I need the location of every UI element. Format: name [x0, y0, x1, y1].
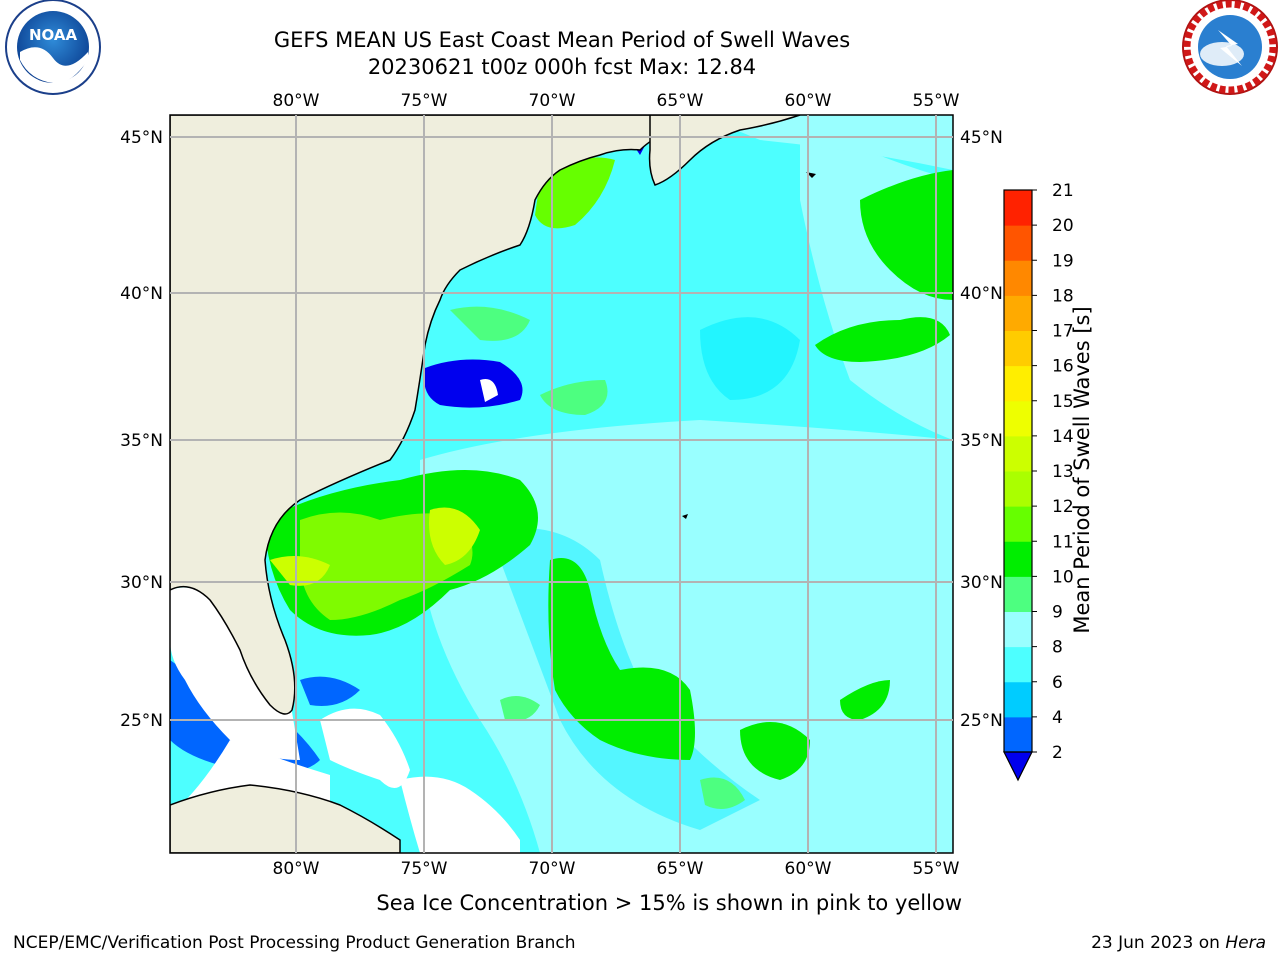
graticule	[170, 115, 953, 853]
cuba	[170, 784, 401, 853]
colorbar-swatch	[1004, 295, 1032, 331]
chart-subtitle: 20230621 t00z 000h fcst Max: 12.84	[367, 55, 757, 79]
colorbar-tick-label: 11	[1052, 532, 1074, 552]
colorbar-swatch	[1004, 435, 1032, 472]
lon-tick-label: 70°W	[529, 859, 576, 879]
lon-labels-bottom: 80°W 75°W 70°W 65°W 60°W 55°W	[273, 859, 960, 879]
nws-logo	[1182, 0, 1278, 95]
colorbar-tick-label: 14	[1052, 427, 1074, 447]
lat-tick-label: 25°N	[960, 711, 1003, 731]
colorbar-swatch	[1004, 400, 1032, 437]
colorbar-tick-label: 12	[1052, 497, 1074, 517]
date-stamp: 23 Jun 2023 on Hera	[1091, 933, 1266, 953]
colorbar-swatch	[1004, 576, 1032, 612]
colorbar-tick-label: 2	[1052, 743, 1063, 763]
nova-scotia	[648, 115, 801, 186]
lon-tick-label: 60°W	[785, 91, 832, 111]
colorbar-extend-arrow	[1003, 751, 1033, 782]
lat-tick-label: 40°N	[960, 284, 1003, 304]
chart-title: GEFS MEAN US East Coast Mean Period of S…	[273, 28, 851, 52]
lon-tick-label: 65°W	[657, 91, 704, 111]
lon-tick-label: 55°W	[913, 91, 960, 111]
lon-tick-label: 80°W	[273, 859, 320, 879]
map-frame	[169, 114, 954, 854]
machine-name: Hera	[1225, 933, 1266, 953]
map-field	[170, 115, 953, 853]
lat-tick-label: 45°N	[960, 128, 1003, 148]
sea-ice-caption: Sea Ice Concentration > 15% is shown in …	[376, 891, 962, 915]
noaa-logo: NOAA	[5, 0, 101, 95]
lon-labels-top: 80°W 75°W 70°W 65°W 60°W 55°W	[273, 91, 960, 111]
lon-tick-label: 75°W	[401, 859, 448, 879]
colorbar-swatch	[1004, 541, 1032, 577]
colorbar-tick-label: 21	[1052, 181, 1074, 201]
colorbar-tick-label: 10	[1052, 567, 1074, 587]
colorbar-swatch	[1004, 365, 1032, 402]
colorbar-swatch	[1004, 471, 1032, 507]
colorbar-tick-label: 15	[1052, 392, 1074, 412]
colorbar-label: Mean Period of Swell Waves [s]	[1070, 306, 1094, 634]
colorbar-swatch	[1004, 646, 1032, 683]
colorbar-tick-label: 20	[1052, 216, 1074, 236]
date-text: 23 Jun 2023 on	[1091, 933, 1226, 953]
lat-tick-label: 30°N	[960, 573, 1003, 593]
svg-text:NOAA: NOAA	[29, 26, 78, 44]
lat-tick-label: 35°N	[120, 431, 163, 451]
lat-tick-label: 35°N	[960, 431, 1003, 451]
colorbar-tick-label: 13	[1052, 462, 1074, 482]
colorbar-tick-label: 16	[1052, 357, 1074, 377]
colorbar-tick-label: 6	[1052, 673, 1063, 693]
lat-tick-label: 30°N	[120, 573, 163, 593]
colorbar-swatch	[1004, 611, 1032, 648]
colorbar-tick-label: 18	[1052, 286, 1074, 306]
colorbar: 2 4 6 8 9 10 11 12 13 14 15 16 17 18 19 20 21	[1003, 181, 1074, 782]
colorbar-swatch	[1004, 716, 1032, 753]
lon-tick-label: 55°W	[913, 859, 960, 879]
colorbar-swatch	[1004, 330, 1032, 367]
colorbar-swatch	[1004, 190, 1032, 226]
lon-tick-label: 65°W	[657, 859, 704, 879]
colorbar-swatch	[1004, 260, 1032, 296]
colorbar-tick-label: 19	[1052, 251, 1074, 271]
lon-tick-label: 60°W	[785, 859, 832, 879]
lat-tick-label: 25°N	[120, 711, 163, 731]
colorbar-tick-label: 17	[1052, 322, 1074, 342]
colorbar-tick-label: 9	[1052, 603, 1063, 623]
band-gulf-maine	[535, 157, 615, 229]
colorbar-tick-label: 4	[1052, 708, 1063, 728]
band-ne	[860, 170, 953, 300]
lon-tick-label: 80°W	[273, 91, 320, 111]
lat-labels-left: 45°N 40°N 35°N 30°N 25°N	[120, 128, 163, 731]
band-8-9	[420, 420, 953, 853]
lat-labels-right: 45°N 40°N 35°N 30°N 25°N	[960, 128, 1003, 731]
colorbar-swatch	[1004, 681, 1032, 718]
us-east-coast	[170, 115, 702, 715]
band-under-2	[424, 359, 523, 408]
colorbar-tick-label: 8	[1052, 638, 1063, 658]
colorbar-swatch	[1004, 225, 1032, 261]
lon-tick-label: 70°W	[529, 91, 576, 111]
lat-tick-label: 45°N	[120, 128, 163, 148]
colorbar-swatch	[1004, 506, 1032, 542]
band-central	[548, 558, 695, 760]
lat-tick-label: 40°N	[120, 284, 163, 304]
lon-tick-label: 75°W	[401, 91, 448, 111]
credit-text: NCEP/EMC/Verification Post Processing Pr…	[13, 933, 576, 953]
